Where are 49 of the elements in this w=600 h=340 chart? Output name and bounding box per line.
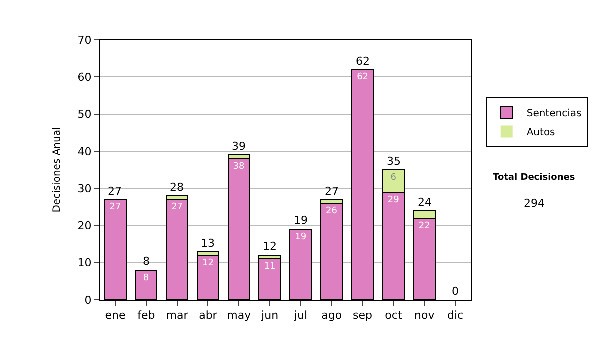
y-tick-label: 40 xyxy=(78,145,92,158)
total-label: 19 xyxy=(294,214,308,227)
text: 294 xyxy=(524,197,545,210)
legend-label: Sentencias xyxy=(526,108,582,120)
y-tick-label: 30 xyxy=(78,182,92,196)
y-tick-label: 50 xyxy=(78,108,92,122)
data-label: 26 xyxy=(326,206,338,216)
x-tick-label: nov xyxy=(414,309,436,322)
total-label: 27 xyxy=(108,185,122,198)
total-label: 39 xyxy=(232,140,246,153)
data-label: 8 xyxy=(143,273,150,284)
x-tick-label: abr xyxy=(199,309,218,322)
y-axis-title: Decisiones Anual xyxy=(52,127,63,213)
data-label: 12 xyxy=(202,258,214,268)
total-label: 0 xyxy=(452,285,459,298)
x-tick-label: mar xyxy=(166,309,189,322)
x-tick-label: jun xyxy=(260,309,279,322)
x-tick-label: may xyxy=(227,309,252,322)
x-tick-label: ago xyxy=(322,309,342,322)
legend-label: Autos xyxy=(526,128,556,139)
text: Total Decisiones xyxy=(493,173,576,183)
y-tick-label: 0 xyxy=(84,294,92,307)
total-label: 35 xyxy=(387,155,401,168)
x-tick-label: ene xyxy=(105,309,126,322)
data-label: 38 xyxy=(233,162,245,172)
x-tick-label: feb xyxy=(138,309,156,322)
total-label: 24 xyxy=(418,196,432,209)
x-tick-label: dic xyxy=(447,309,464,322)
data-label: 6 xyxy=(390,173,397,183)
y-tick-label: 70 xyxy=(78,34,92,47)
data-label: 19 xyxy=(295,232,307,242)
data-label: 27 xyxy=(172,202,184,213)
data-label: 29 xyxy=(388,195,400,206)
y-tick-label: 20 xyxy=(78,220,92,233)
total-label: 62 xyxy=(356,55,370,68)
total-label: 12 xyxy=(263,240,277,253)
data-label: 62 xyxy=(357,72,369,83)
total-label: 13 xyxy=(201,237,215,250)
y-tick-label: 10 xyxy=(78,256,92,270)
data-label: 27 xyxy=(110,202,122,213)
total-label: 8 xyxy=(143,255,150,268)
y-tick-label: 60 xyxy=(78,70,92,84)
total-label: 27 xyxy=(325,185,339,198)
data-label: 22 xyxy=(418,221,430,232)
data-label: 11 xyxy=(264,262,276,272)
x-tick-label: jul xyxy=(293,309,308,322)
total-label: 28 xyxy=(170,181,184,194)
x-tick-label: sep xyxy=(353,309,373,322)
x-tick-label: oct xyxy=(385,309,403,322)
